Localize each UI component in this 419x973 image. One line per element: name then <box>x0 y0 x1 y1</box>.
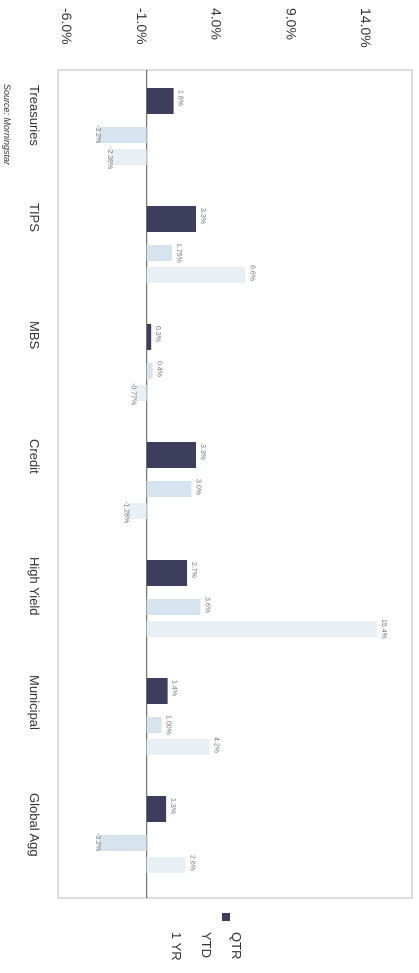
bar-qtr <box>146 442 197 468</box>
source-note: Source: Morningstar <box>2 84 12 166</box>
bar-1-yr <box>146 857 186 873</box>
data-label: 1.3% <box>169 798 176 814</box>
data-label: 3.6% <box>204 597 211 613</box>
value-axis-tick-label: -6.0% <box>59 8 75 45</box>
bar-ytd <box>146 717 162 733</box>
legend-label: YTD <box>199 932 214 958</box>
bar-qtr <box>146 678 168 704</box>
data-label: 1.00% <box>165 715 172 735</box>
data-label: -3.2% <box>94 833 101 851</box>
data-label: 3.3% <box>199 208 206 224</box>
bar-1-yr <box>146 621 377 637</box>
bar-ytd <box>146 245 173 261</box>
bar-1-yr <box>127 503 147 519</box>
value-axis-tick-label: 14.0% <box>358 8 374 48</box>
bar-qtr <box>146 88 174 114</box>
data-label: 4.2% <box>212 737 219 753</box>
data-label: 1.4% <box>171 680 178 696</box>
data-label: -0.77% <box>130 383 137 405</box>
data-label: 6.6% <box>248 265 255 281</box>
data-label: -1.28% <box>122 501 129 523</box>
bar-ytd <box>98 127 147 143</box>
bar-1-yr <box>146 267 246 283</box>
bar-1-yr <box>146 739 210 755</box>
bar-ytd <box>146 363 153 379</box>
bar-ytd <box>98 835 147 851</box>
data-label: 0.3% <box>154 326 161 342</box>
bar-qtr <box>146 324 152 350</box>
data-label: -3.2% <box>94 125 101 143</box>
category-label: Global Agg <box>27 793 42 857</box>
bar-1-yr <box>110 149 147 165</box>
value-axis-tick-label: 9.0% <box>283 8 299 40</box>
category-label: TIPS <box>27 203 42 232</box>
legend-label: QTR <box>229 932 244 959</box>
value-axis-tick-label: -1.0% <box>134 8 150 45</box>
data-label: 1.75% <box>175 243 182 263</box>
value-axis-tick-label: 4.0% <box>209 8 225 40</box>
category-label: MBS <box>27 321 42 350</box>
legend-label: 1 YR <box>169 932 184 961</box>
data-label: 1.8% <box>177 90 184 106</box>
data-label: 3.0% <box>195 479 202 495</box>
category-label: Municipal <box>27 675 42 730</box>
data-label: 15.4% <box>380 619 387 639</box>
category-label: Treasuries <box>27 85 42 146</box>
legend-swatch <box>222 913 230 921</box>
bar-qtr <box>146 206 197 232</box>
data-label: 3.3% <box>199 444 206 460</box>
bar-qtr <box>146 796 167 822</box>
data-label: 2.6% <box>189 855 196 871</box>
bar-ytd <box>146 481 192 497</box>
category-label: Credit <box>27 439 42 474</box>
data-label: -2.38% <box>106 147 113 169</box>
plot-area <box>57 69 413 899</box>
bar-qtr <box>146 560 188 586</box>
data-label: 0.4% <box>156 361 163 377</box>
category-label: High Yield <box>27 557 42 616</box>
bar-1-yr <box>134 385 147 401</box>
bar-ytd <box>146 599 201 615</box>
data-label: 2.7% <box>190 562 197 578</box>
